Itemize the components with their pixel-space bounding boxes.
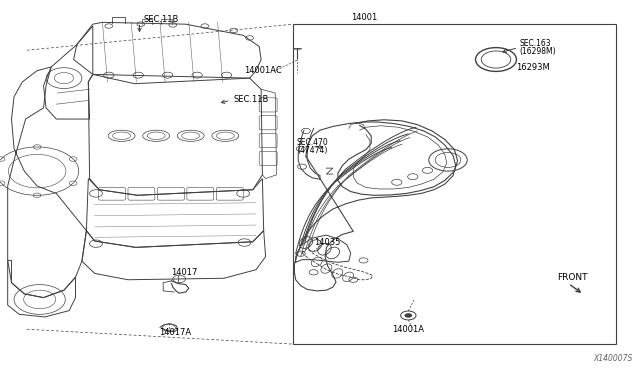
Text: FRONT: FRONT: [557, 273, 588, 282]
Bar: [293, 24, 616, 344]
Text: 14001: 14001: [351, 13, 377, 22]
Text: 14017A: 14017A: [159, 328, 191, 337]
Text: SEC.11B: SEC.11B: [144, 15, 179, 23]
Circle shape: [404, 313, 412, 318]
Text: (16298M): (16298M): [520, 47, 556, 56]
Text: 14001A: 14001A: [392, 325, 424, 334]
Text: SEC.163: SEC.163: [520, 39, 551, 48]
Text: X140007S: X140007S: [593, 354, 632, 363]
Text: 14035: 14035: [314, 238, 340, 247]
Text: (47474): (47474): [297, 145, 327, 154]
Text: SEC.11B: SEC.11B: [234, 95, 269, 104]
Text: 16293M: 16293M: [516, 63, 550, 72]
Text: 14017: 14017: [172, 267, 198, 276]
Text: SEC.470: SEC.470: [297, 138, 329, 147]
Text: 14001AC: 14001AC: [244, 66, 282, 75]
